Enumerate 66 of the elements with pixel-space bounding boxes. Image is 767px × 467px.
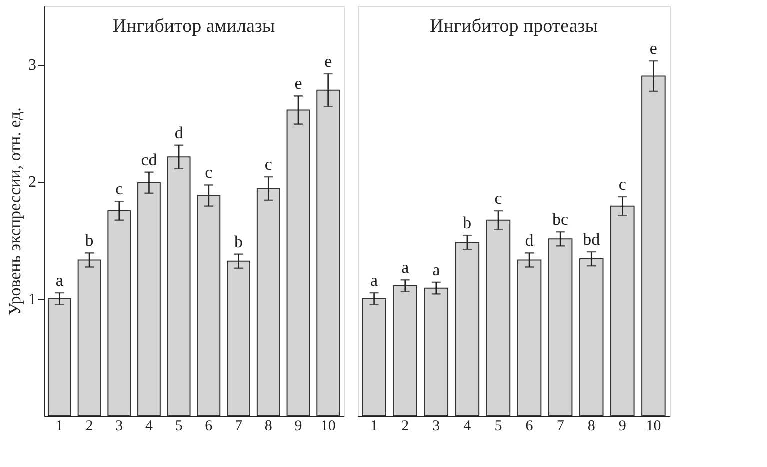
data-label: a: [402, 258, 410, 278]
data-label: b: [463, 214, 472, 233]
bar: [167, 156, 191, 416]
bar: [286, 110, 310, 416]
x-tick-label: 5: [175, 418, 183, 434]
bar: [548, 238, 573, 416]
x-tick-label: 6: [526, 418, 534, 434]
x-tick-label: 9: [618, 418, 626, 434]
bar: [138, 182, 161, 416]
bar: [486, 220, 511, 416]
data-label: a: [56, 271, 64, 290]
bar: [316, 90, 340, 416]
y-tick-label: 1: [28, 291, 36, 308]
x-tick-label: 4: [145, 418, 154, 434]
x-tick-label: 9: [294, 418, 302, 434]
bar: [256, 188, 280, 416]
bar: [48, 298, 72, 416]
bar: [108, 210, 132, 416]
x-tick-label: 1: [56, 418, 64, 434]
data-label: c: [264, 155, 273, 174]
data-label: c: [116, 180, 124, 199]
x-tick-label: 6: [205, 418, 214, 434]
x-tick-label: 10: [320, 418, 336, 434]
data-label: d: [525, 231, 534, 250]
data-label: c: [618, 174, 627, 194]
bar: [579, 258, 604, 416]
bar: [197, 195, 221, 416]
data-label: e: [650, 39, 658, 58]
x-tick-label: 2: [86, 418, 94, 434]
bar: [227, 260, 250, 416]
bar: [393, 285, 418, 416]
x-tick-label: 4: [464, 418, 472, 434]
x-tick-label: 8: [588, 418, 596, 434]
data-label: b: [234, 232, 244, 252]
bar: [642, 76, 666, 416]
data-label: d: [174, 123, 184, 142]
x-tick-label: 3: [432, 418, 440, 434]
x-tick-label: 3: [116, 418, 124, 434]
x-tick-label: 1: [370, 418, 378, 434]
bar: [78, 260, 102, 416]
x-tick-label: 8: [264, 418, 272, 434]
data-label: c: [494, 189, 503, 208]
text: Ингибитор протеазы: [430, 16, 598, 37]
bar: [362, 298, 386, 416]
x-tick-label: 5: [494, 418, 502, 434]
y-tick-label: 2: [28, 174, 36, 192]
data-label: c: [205, 163, 214, 182]
y-axis-title: Уровень экспрессии, отн. ед.: [6, 108, 24, 316]
x-tick-label: 7: [556, 418, 565, 434]
x-tick-label: 2: [402, 418, 410, 434]
data-label: cd: [141, 150, 158, 170]
x-tick-label: 10: [646, 418, 662, 434]
y-tick-label: 3: [28, 57, 36, 74]
x-tick-label: 7: [235, 418, 244, 434]
bar: [610, 206, 635, 416]
data-label: bd: [583, 230, 601, 249]
bar: [424, 288, 449, 416]
data-label: b: [85, 231, 94, 250]
bar: [517, 260, 542, 416]
text: Ингибитор амилазы: [112, 16, 276, 37]
data-label: e: [324, 52, 332, 71]
data-label: a: [432, 260, 441, 280]
data-label: bc: [552, 210, 570, 230]
bar: [455, 242, 480, 416]
data-label: e: [294, 74, 302, 94]
data-label: a: [370, 271, 379, 290]
